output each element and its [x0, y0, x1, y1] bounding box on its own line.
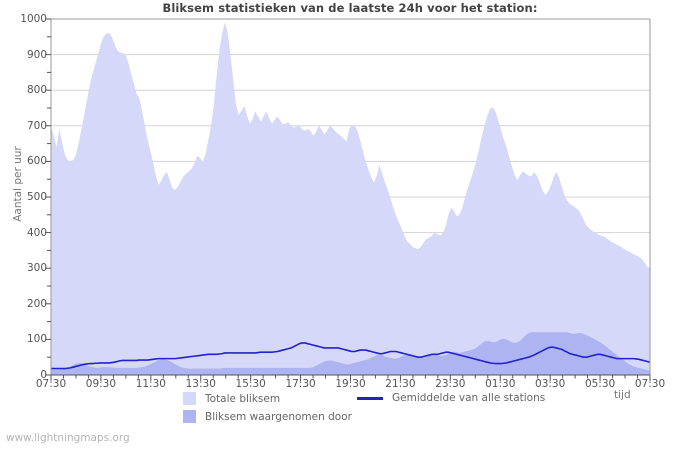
y-tick-label: 1000 — [20, 13, 47, 25]
y-axis-ticks: 0 100 200 300 400 500 600 700 800 900 1000 — [0, 0, 47, 450]
y-tick-label: 700 — [26, 119, 47, 132]
legend-label: Gemiddelde van alle stations — [392, 392, 546, 404]
y-tick-label: 300 — [26, 262, 47, 275]
y-tick-label: 600 — [26, 155, 47, 168]
chart-title: Bliksem statistieken van de laatste 24h … — [162, 1, 538, 15]
x-axis-label: tijd — [614, 389, 631, 401]
y-tick-label: 500 — [26, 191, 47, 203]
legend-color-swatch — [183, 392, 196, 405]
x-tick-label: 15:30 — [235, 378, 266, 390]
x-tick-label: 09:30 — [85, 378, 117, 390]
legend-label: Totale bliksem — [205, 392, 281, 405]
x-tick-label: 23:30 — [435, 378, 466, 390]
x-tick-label: 11:30 — [135, 378, 166, 390]
y-tick-label: 0 — [40, 369, 47, 381]
y-tick-label: 900 — [26, 48, 47, 61]
x-tick-label: 21:30 — [385, 378, 416, 390]
legend-line-marker — [357, 396, 383, 400]
legend-label: Bliksem waargenomen door — [205, 410, 352, 423]
x-tick-label: 19:30 — [335, 378, 366, 390]
x-tick-label: 07:30 — [634, 378, 666, 390]
x-tick-label: 07:30 — [35, 378, 67, 390]
x-tick-label: 03:30 — [535, 378, 566, 390]
chart-legend: Totale bliksem Bliksem waargenomen door Ge… — [0, 390, 700, 430]
y-tick-label: 400 — [26, 226, 47, 239]
legend-item[interactable]: Bliksem waargenomen door — [183, 410, 352, 423]
x-tick-label: 05:30 — [584, 378, 616, 390]
legend-color-swatch — [183, 410, 196, 423]
x-tick-label: 01:30 — [485, 378, 516, 390]
x-tick-label: 17:30 — [285, 378, 316, 390]
y-tick-label: 200 — [26, 297, 47, 310]
y-tick-label: 100 — [26, 333, 47, 346]
footer-url: www.lightningmaps.org — [6, 432, 130, 444]
y-tick-label: 800 — [26, 84, 47, 97]
x-tick-label: 13:30 — [185, 378, 216, 390]
legend-item[interactable]: Gemiddelde van alle stations — [357, 392, 545, 404]
legend-item[interactable]: Totale bliksem — [183, 392, 280, 405]
